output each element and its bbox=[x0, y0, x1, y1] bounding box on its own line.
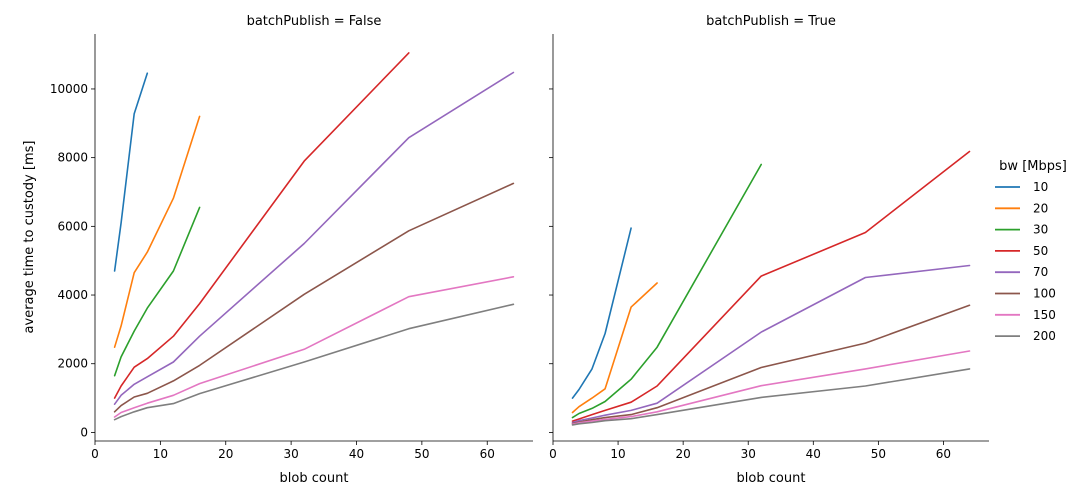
x-tick-label: 20 bbox=[218, 447, 233, 461]
y-axis-label: average time to custody [ms] bbox=[22, 141, 37, 334]
series-line-bw-100 bbox=[113, 182, 515, 413]
series-line-bw-50 bbox=[113, 52, 410, 399]
y-tick-label: 6000 bbox=[57, 219, 88, 233]
legend-label: 150 bbox=[1033, 308, 1056, 322]
series-line-bw-20 bbox=[113, 115, 201, 349]
legend-label: 100 bbox=[1033, 287, 1056, 301]
y-tick-label: 8000 bbox=[57, 151, 88, 165]
x-tick-label: 50 bbox=[414, 447, 429, 461]
x-tick-label: 40 bbox=[806, 447, 821, 461]
series-line-bw-70 bbox=[571, 264, 971, 424]
series-line-bw-150 bbox=[571, 350, 971, 426]
series-line-bw-10 bbox=[571, 227, 632, 399]
series-line-bw-50 bbox=[571, 150, 971, 422]
legend: bw [Mbps] 10 20 30 50 70 100 150 200 bbox=[995, 159, 1067, 343]
legend-label: 200 bbox=[1033, 329, 1056, 343]
x-axis-label: blob count bbox=[737, 471, 806, 486]
y-tick-label: 10000 bbox=[50, 82, 88, 96]
legend-label: 50 bbox=[1033, 244, 1048, 258]
series-line-bw-70 bbox=[113, 71, 515, 406]
series-line-bw-200 bbox=[113, 303, 515, 421]
x-tick-label: 60 bbox=[936, 447, 951, 461]
x-tick-label: 30 bbox=[741, 447, 756, 461]
x-tick-label: 0 bbox=[91, 447, 99, 461]
series-line-bw-200 bbox=[571, 368, 971, 426]
x-tick-label: 20 bbox=[676, 447, 691, 461]
x-tick-label: 0 bbox=[549, 447, 557, 461]
legend-title: bw [Mbps] bbox=[999, 159, 1067, 174]
y-tick-label: 2000 bbox=[57, 357, 88, 371]
legend-label: 30 bbox=[1033, 223, 1048, 237]
series-line-bw-20 bbox=[571, 282, 658, 414]
legend-label: 10 bbox=[1033, 180, 1048, 194]
panel-title: batchPublish = False bbox=[247, 14, 382, 29]
panel-batchpublish-true: batchPublish = True blob count 0 10 20 30 40… bbox=[549, 14, 989, 486]
series-line-bw-10 bbox=[113, 72, 149, 272]
x-axis-label: blob count bbox=[280, 471, 349, 486]
x-tick-label: 10 bbox=[153, 447, 168, 461]
y-tick-label: 0 bbox=[80, 425, 88, 439]
series-line-bw-30 bbox=[113, 206, 201, 377]
x-tick-label: 50 bbox=[871, 447, 886, 461]
legend-label: 20 bbox=[1033, 201, 1048, 215]
x-tick-label: 30 bbox=[283, 447, 298, 461]
x-tick-label: 60 bbox=[480, 447, 495, 461]
series-line-bw-150 bbox=[113, 275, 515, 418]
panel-batchpublish-false: batchPublish = False blob count 0 10 20 30 4… bbox=[50, 14, 533, 486]
x-tick-label: 40 bbox=[349, 447, 364, 461]
legend-label: 70 bbox=[1033, 265, 1048, 279]
panel-title: batchPublish = True bbox=[706, 14, 836, 29]
x-tick-label: 10 bbox=[610, 447, 625, 461]
series-line-bw-30 bbox=[571, 163, 763, 419]
y-tick-label: 4000 bbox=[57, 288, 88, 302]
series-line-bw-100 bbox=[571, 304, 971, 425]
